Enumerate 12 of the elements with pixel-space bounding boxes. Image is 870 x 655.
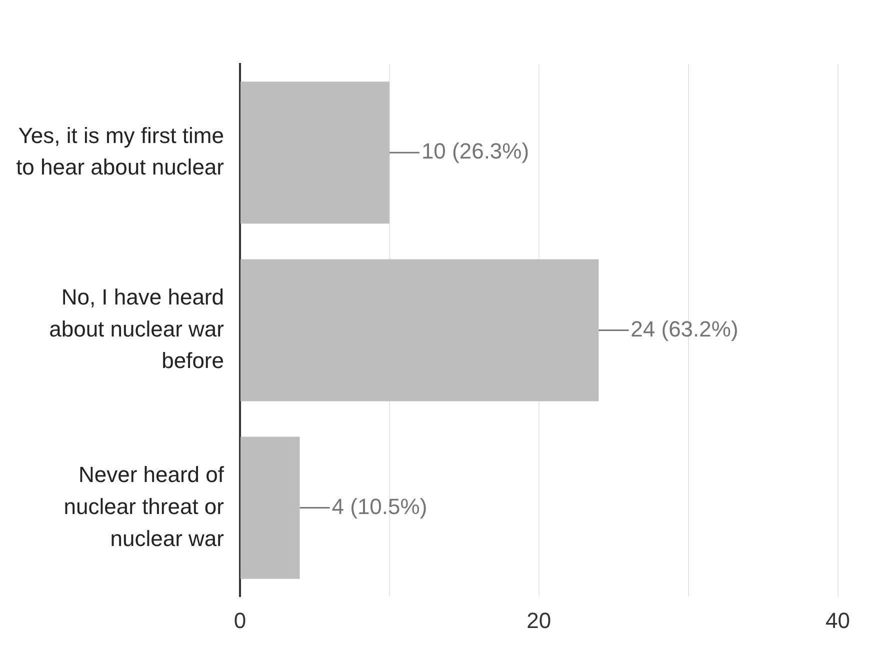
x-tick-label: 0 (234, 608, 246, 633)
bar (240, 436, 300, 579)
data-label: 24 (63.2%) (630, 316, 738, 342)
x-tick-label: 20 (526, 608, 552, 633)
y-tick-label: Yes, it is my first time to hear about nuclear (16, 122, 224, 180)
data-label: 4 (10.5%) (332, 494, 428, 519)
bar (240, 82, 390, 224)
y-tick-label: No, I have heard about nuclear war before (49, 284, 224, 374)
data-label: 10 (26.3%) (421, 138, 530, 164)
x-tick-label: 40 (826, 608, 850, 633)
bar (240, 259, 599, 402)
y-tick-label: Never heard of nuclear threat or nuclear war (64, 462, 225, 551)
